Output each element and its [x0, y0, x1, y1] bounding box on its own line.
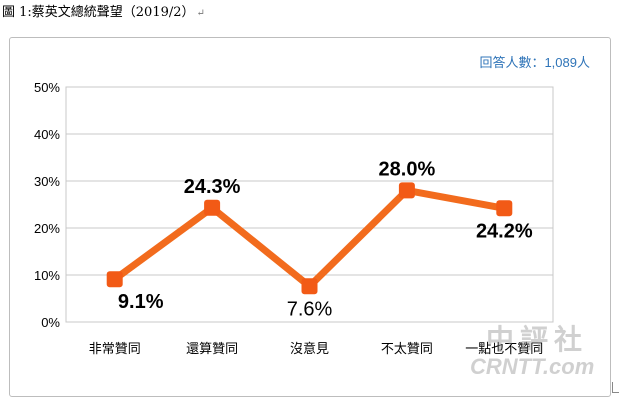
paragraph-mark-icon: ↵ — [196, 8, 205, 19]
chart-frame — [9, 37, 611, 397]
x-tick-label: 沒意見 — [290, 341, 329, 357]
x-tick-label: 不太贊同 — [381, 342, 433, 357]
data-label: 7.6% — [287, 298, 333, 320]
plot-area — [65, 86, 554, 323]
x-tick-label: 還算贊同 — [186, 342, 238, 357]
y-tick-label: 10% — [34, 268, 60, 283]
data-point — [106, 271, 123, 288]
watermark-logo: 中評社 — [486, 323, 589, 356]
x-tick-label: 非常贊同 — [89, 342, 141, 357]
respondents-count: 回答人數：1,089人 — [479, 55, 590, 70]
x-tick-label: 一點也不贊同 — [465, 342, 543, 357]
y-tick-label: 50% — [34, 80, 60, 95]
data-label: 9.1% — [118, 291, 164, 313]
y-tick-label: 0% — [41, 315, 60, 330]
data-label: 28.0% — [379, 158, 436, 180]
watermark-logo-text: CRNTT.com — [470, 354, 595, 379]
data-point — [301, 278, 318, 295]
corner-mark — [612, 382, 619, 393]
data-label: 24.3% — [184, 176, 241, 198]
y-tick-label: 30% — [34, 174, 60, 189]
y-tick-label: 20% — [34, 221, 60, 236]
data-point — [496, 200, 513, 217]
y-tick-label: 40% — [34, 127, 60, 142]
data-point — [204, 199, 221, 216]
data-label: 24.2% — [476, 220, 533, 242]
figure-caption: 圖 1:蔡英文總統聲望（2019/2） ↵ — [2, 1, 205, 20]
figure-caption-text: 圖 1:蔡英文總統聲望（2019/2） — [2, 5, 195, 20]
series-line — [111, 186, 508, 290]
data-point — [398, 182, 415, 199]
